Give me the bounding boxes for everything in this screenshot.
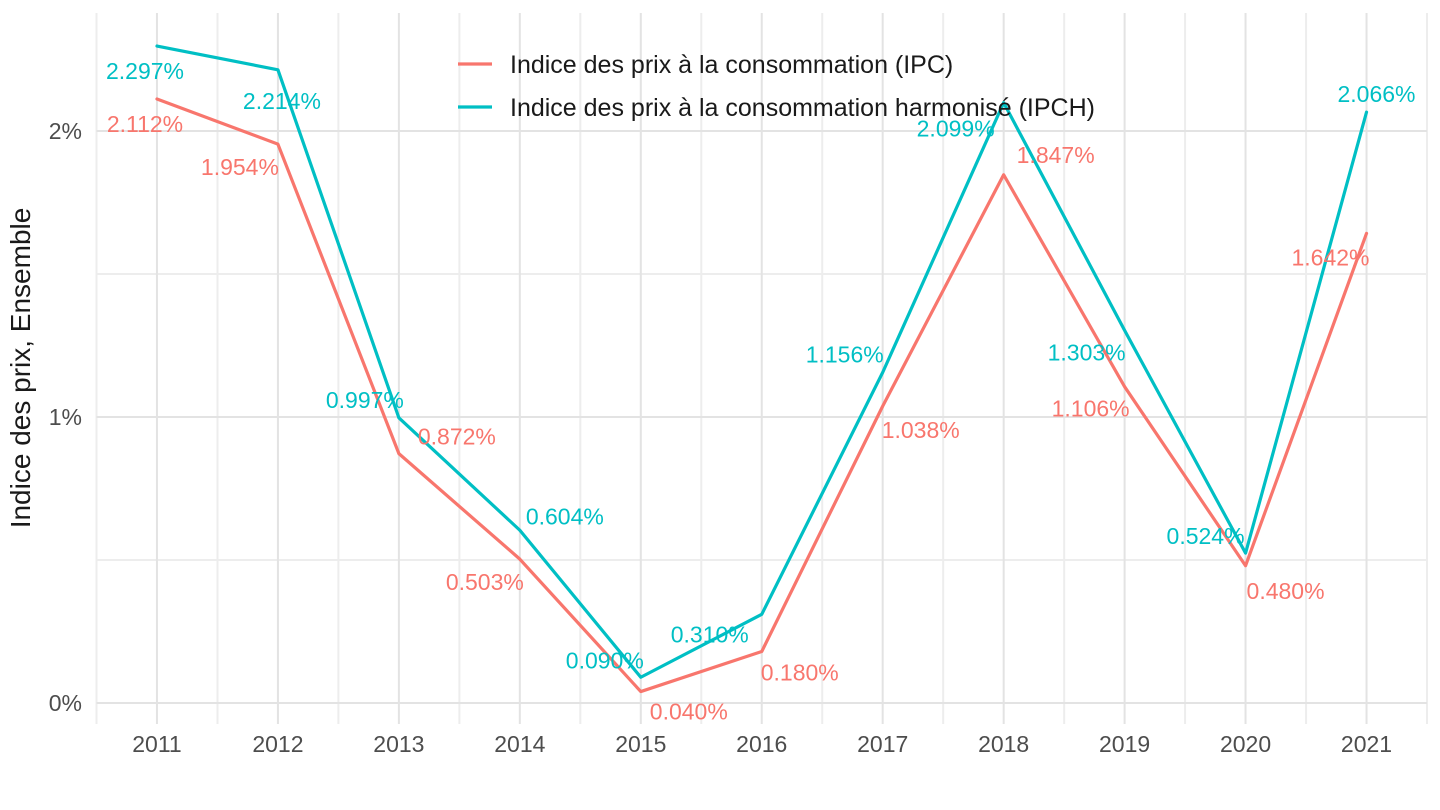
x-tick-label-2012: 2012 — [252, 731, 303, 757]
x-axis-tick-labels: 2011 2012 2013 2014 2015 2016 2017 2018 2019 2020… — [132, 731, 1392, 757]
series-lines — [155, 44, 1369, 694]
x-tick-label-2017: 2017 — [857, 731, 908, 757]
point-label-ipch-2013: 0.997% — [326, 387, 404, 413]
point-label-ipc-2016: 0.180% — [761, 660, 839, 686]
point-label-ipc-2013: 0.872% — [418, 424, 496, 450]
x-tick-label-2014: 2014 — [494, 731, 545, 757]
x-tick-label-2019: 2019 — [1099, 731, 1150, 757]
x-tick-label-2015: 2015 — [615, 731, 666, 757]
point-label-ipc-2017: 1.038% — [882, 417, 960, 443]
legend-label-ipc: Indice des prix à la consommation (IPC) — [510, 51, 953, 79]
point-labels: 2.112% 1.954% 0.872% 0.503% 0.040% 0.180% 1.03… — [106, 58, 1416, 725]
grid-major-lines — [96, 13, 1427, 724]
legend-label-ipch: Indice des prix à la consommation harmon… — [510, 94, 1095, 122]
x-tick-label-2013: 2013 — [373, 731, 424, 757]
legend: Indice des prix à la consommation (IPC) … — [458, 51, 1095, 122]
point-label-ipch-2012: 2.214% — [243, 88, 321, 114]
y-axis-tick-labels: 0% 1% 2% — [49, 118, 82, 716]
point-label-ipc-2019: 1.106% — [1052, 396, 1130, 422]
point-label-ipch-2014: 0.604% — [526, 503, 604, 529]
x-tick-label-2018: 2018 — [978, 731, 1029, 757]
y-tick-label-2%: 2% — [49, 118, 82, 144]
point-label-ipc-2021: 1.642% — [1292, 244, 1370, 270]
series-line-ipch — [155, 44, 1369, 679]
point-label-ipc-2018: 1.847% — [1017, 142, 1095, 168]
point-label-ipc-2012: 1.954% — [201, 154, 279, 180]
x-tick-label-2020: 2020 — [1220, 731, 1271, 757]
series-line-ipc — [155, 97, 1369, 694]
y-axis-title: Indice des prix, Ensemble — [5, 208, 36, 529]
point-label-ipch-2021: 2.066% — [1338, 81, 1416, 107]
point-label-ipc-2011: 2.112% — [107, 111, 183, 137]
point-label-ipch-2019: 1.303% — [1048, 339, 1126, 365]
y-tick-label-1%: 1% — [49, 404, 82, 430]
x-tick-label-2021: 2021 — [1341, 731, 1392, 757]
point-label-ipch-2016: 0.310% — [671, 621, 749, 647]
point-label-ipc-2020: 0.480% — [1247, 578, 1325, 604]
legend-item-ipch: Indice des prix à la consommation harmon… — [458, 94, 1095, 122]
legend-item-ipc: Indice des prix à la consommation (IPC) — [458, 51, 953, 79]
point-label-ipch-2017: 1.156% — [806, 341, 884, 367]
point-label-ipch-2011: 2.297% — [106, 58, 184, 84]
x-tick-label-2016: 2016 — [736, 731, 787, 757]
point-label-ipc-2015: 0.040% — [650, 699, 728, 725]
y-tick-label-0%: 0% — [49, 690, 82, 716]
point-label-ipch-2020: 0.524% — [1167, 523, 1245, 549]
point-label-ipch-2015: 0.090% — [566, 647, 644, 673]
x-tick-label-2011: 2011 — [132, 731, 181, 757]
point-label-ipch-2018: 2.099% — [917, 116, 995, 142]
point-label-ipc-2014: 0.503% — [446, 569, 524, 595]
